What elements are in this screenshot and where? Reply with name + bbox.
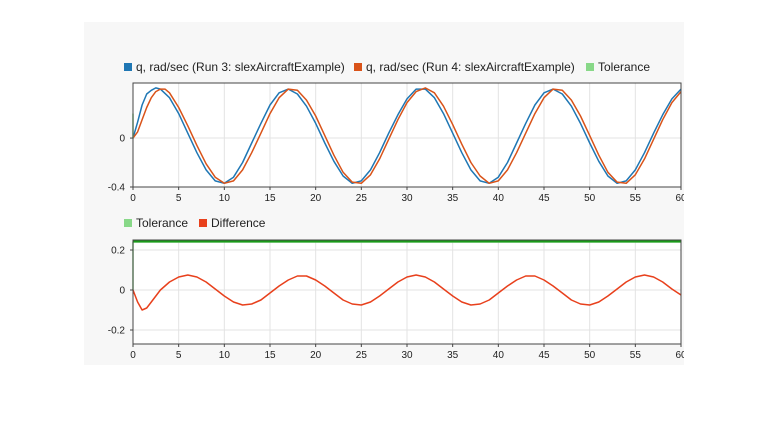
legend-swatch [586,63,594,71]
x-tick-label: 20 [310,350,322,361]
x-tick-label: 55 [630,350,642,361]
legend-label: Tolerance [598,60,650,74]
x-tick-label: 25 [356,350,368,361]
x-tick-label: 0 [130,193,136,204]
x-tick-label: 35 [447,350,459,361]
x-tick-label: 10 [219,350,231,361]
x-tick-label: 50 [584,350,596,361]
x-tick-label: 25 [356,193,368,204]
legend-label: q, rad/sec (Run 3: slexAircraftExample) [136,60,345,74]
legend-swatch [199,219,207,227]
x-tick-label: 50 [584,193,596,204]
x-tick-label: 45 [538,350,550,361]
x-tick-label: 15 [264,350,276,361]
plot-panel: 0 5 10 15 20 25 30 35 40 45 50 55 60 0 -0.4 q, rad/sec … [84,22,684,365]
legend-label: Difference [211,216,266,230]
legend-swatch [124,63,132,71]
x-tick-label: 10 [219,193,231,204]
legend-swatch [124,219,132,227]
x-tick-label: 0 [130,350,136,361]
x-tick-label: 60 [675,193,684,204]
x-tick-label: 40 [493,193,505,204]
comparison-charts: 0 5 10 15 20 25 30 35 40 45 50 55 600-0.4q, rad/sec … [108,60,684,361]
x-tick-label: 55 [630,193,642,204]
y-tick-label: -0.4 [108,183,126,194]
x-tick-label: 35 [447,193,459,204]
x-tick-label: 5 [176,193,182,204]
series-line-1-2 [132,274,682,311]
series-line-0-0 [132,87,682,185]
x-tick-label: 15 [264,193,276,204]
x-tick-label: 60 [675,350,684,361]
legend-label: Tolerance [136,216,188,230]
y-tick-label: -0.2 [108,326,126,337]
x-tick-label: 45 [538,193,550,204]
legend-label: q, rad/sec (Run 4: slexAircraftExample) [366,60,575,74]
x-tick-label: 5 [176,350,182,361]
x-tick-label: 30 [401,193,413,204]
y-tick-label: 0 [119,134,125,145]
x-tick-label: 30 [401,350,413,361]
y-tick-label: 0.2 [111,246,125,257]
legend-swatch [354,63,362,71]
x-tick-label: 40 [493,350,505,361]
y-tick-label: 0 [119,286,125,297]
series-line-0-1 [132,87,682,185]
x-tick-label: 20 [310,193,322,204]
